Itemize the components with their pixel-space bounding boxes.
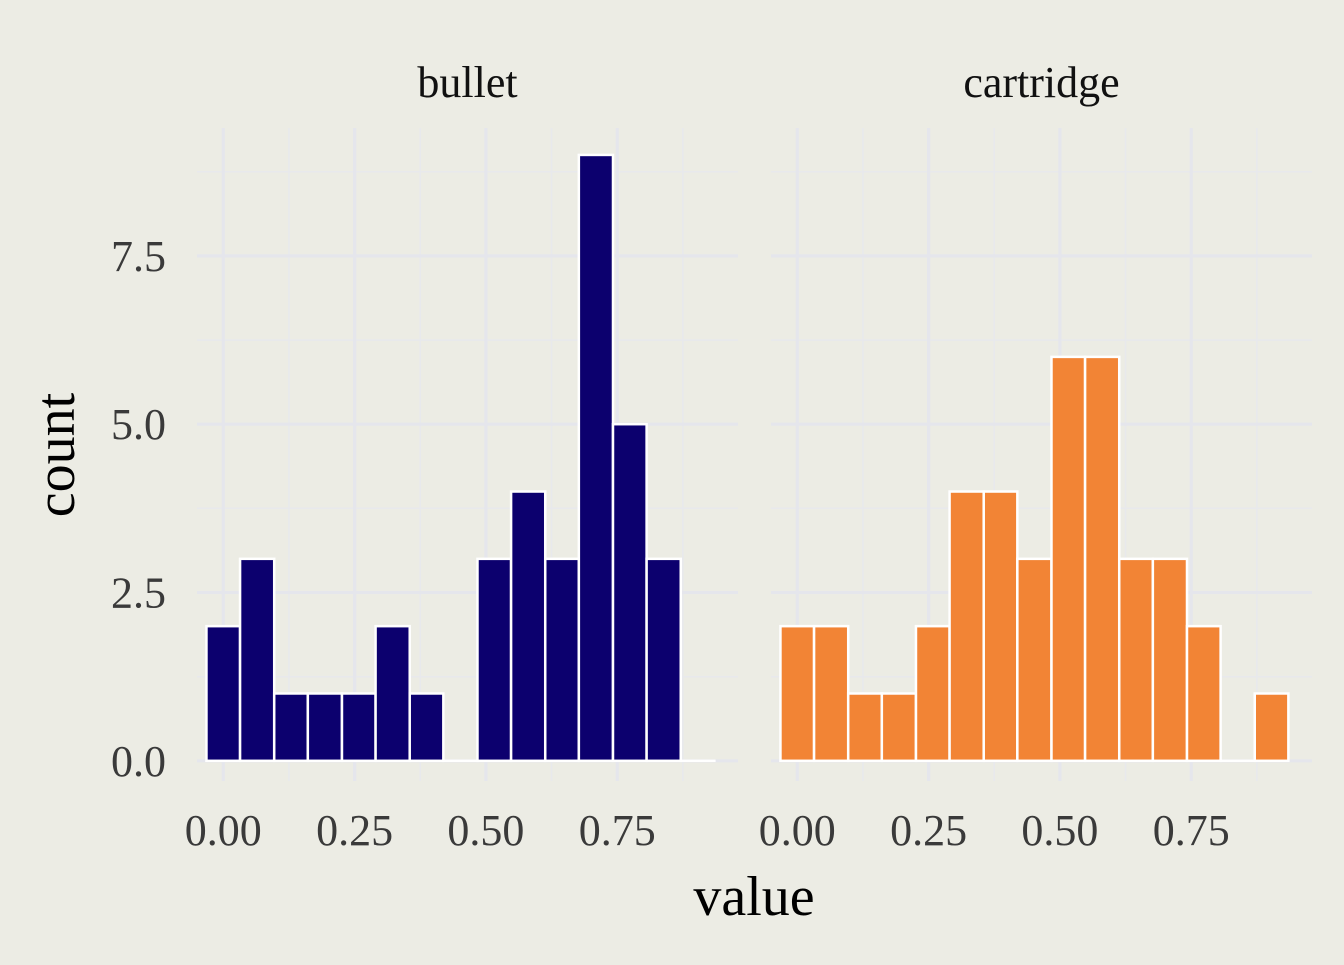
bar-cartridge-2 <box>848 693 882 760</box>
facet-label-cartridge: cartridge <box>963 58 1119 107</box>
bar-cartridge-11 <box>1153 559 1187 761</box>
x-tick-label: 0.50 <box>1021 806 1098 855</box>
bar-cartridge-4 <box>916 626 950 761</box>
bar-bullet-3 <box>308 693 342 760</box>
bar-bullet-13 <box>647 559 681 761</box>
x-tick-label: 0.00 <box>759 806 836 855</box>
bar-bullet-5 <box>376 626 410 761</box>
x-tick-label: 0.75 <box>1153 806 1230 855</box>
bar-bullet-1 <box>240 559 274 761</box>
bar-bullet-10 <box>545 559 579 761</box>
facet-label-bullet: bullet <box>417 58 517 107</box>
y-tick-label: 7.5 <box>111 232 166 281</box>
x-tick-label: 0.25 <box>890 806 967 855</box>
bar-bullet-8 <box>477 559 511 761</box>
bar-cartridge-14 <box>1255 693 1289 760</box>
y-tick-label: 0.0 <box>111 737 166 786</box>
bar-cartridge-1 <box>814 626 848 761</box>
x-tick-label: 0.75 <box>579 806 656 855</box>
x-axis-title: value <box>693 866 814 928</box>
bar-cartridge-9 <box>1085 357 1119 761</box>
x-tick-label: 0.00 <box>185 806 262 855</box>
bar-bullet-6 <box>410 693 444 760</box>
panel-bullet: bullet 0.00 0.25 0.50 0.75 <box>185 58 738 855</box>
bar-cartridge-6 <box>984 492 1018 761</box>
bar-cartridge-8 <box>1051 357 1085 761</box>
x-tick-label: 0.50 <box>447 806 524 855</box>
y-tick-label: 2.5 <box>111 569 166 618</box>
panel-cartridge: cartridge 0.00 0.25 0.50 0.75 <box>759 58 1312 855</box>
bar-cartridge-0 <box>780 626 814 761</box>
bar-cartridge-10 <box>1119 559 1153 761</box>
bar-bullet-11 <box>579 155 613 761</box>
bar-bullet-0 <box>206 626 240 761</box>
bar-bullet-12 <box>613 424 647 761</box>
bar-cartridge-5 <box>950 492 984 761</box>
y-axis-title: count <box>25 392 87 517</box>
bar-cartridge-7 <box>1017 559 1051 761</box>
y-tick-label: 5.0 <box>111 400 166 449</box>
bar-bullet-4 <box>342 693 376 760</box>
bar-cartridge-12 <box>1187 626 1221 761</box>
bar-bullet-9 <box>511 492 545 761</box>
bar-cartridge-3 <box>882 693 916 760</box>
x-tick-label: 0.25 <box>316 806 393 855</box>
bar-bullet-2 <box>274 693 308 760</box>
